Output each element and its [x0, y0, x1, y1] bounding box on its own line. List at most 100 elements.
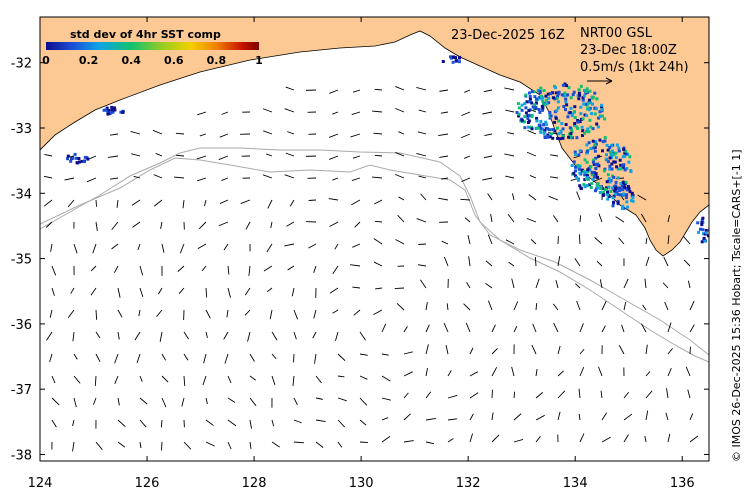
current-vector [176, 154, 185, 157]
current-vector [93, 397, 97, 405]
sst-pixel [621, 204, 625, 208]
sst-pixel [577, 88, 581, 92]
current-vector [642, 304, 647, 311]
current-vector [645, 390, 653, 399]
current-vector [247, 331, 251, 342]
current-vector [549, 176, 559, 179]
sst-pixel [556, 136, 560, 140]
sst-pixel [623, 151, 627, 155]
current-vector [161, 397, 167, 408]
sst-pixel [579, 187, 583, 190]
sst-pixel [609, 153, 613, 157]
sst-pixel [555, 109, 559, 113]
current-vector [152, 129, 163, 135]
current-vector [381, 353, 389, 356]
current-vector [598, 213, 603, 223]
current-vector [526, 151, 537, 157]
sst-pixel [542, 89, 546, 93]
current-vector [70, 287, 75, 294]
current-vector [157, 287, 163, 295]
current-vector [334, 331, 339, 342]
sst-pixel [621, 163, 625, 167]
current-vector [329, 89, 339, 94]
current-vector [286, 221, 295, 227]
current-vector [159, 331, 163, 342]
current-vector [160, 221, 163, 229]
current-vector [508, 261, 515, 267]
sst-pixel [594, 187, 598, 191]
sst-pixel [583, 158, 587, 162]
sst-pixel [630, 191, 634, 195]
current-vector [469, 392, 479, 399]
sst-pixel [523, 126, 527, 130]
sst-pixel [587, 130, 591, 134]
current-vector [683, 259, 691, 267]
current-vector [463, 303, 471, 311]
sst-pixel [605, 180, 609, 184]
current-vector [418, 109, 427, 113]
sst-pixel [69, 159, 73, 163]
sst-pixel [535, 97, 539, 101]
current-vector [161, 441, 163, 451]
sst-date-label: 23-Dec-2025 16Z [451, 28, 565, 43]
sst-pixel [598, 191, 602, 194]
current-vector [372, 176, 383, 179]
current-vector [203, 353, 207, 364]
sst-pixel [567, 86, 571, 90]
current-vector [95, 331, 101, 339]
sst-pixel [626, 185, 630, 189]
sst-pixel [542, 123, 546, 127]
current-vector [601, 300, 607, 311]
sst-pixel [700, 223, 704, 227]
colorbar-tick-label: 0.4 [121, 54, 141, 67]
sst-pixel [561, 127, 565, 131]
sst-pixel [598, 138, 602, 142]
sst-pixel [113, 108, 117, 112]
current-vector [73, 375, 81, 384]
y-tick-label: -36 [11, 318, 32, 333]
sst-pixel [615, 143, 619, 147]
sst-pixel [570, 112, 574, 116]
current-vector [351, 111, 361, 115]
product-label: NRT00 GSL [580, 26, 653, 41]
current-vector [687, 280, 691, 289]
sst-pixel [119, 110, 123, 114]
sst-pixel [578, 164, 582, 168]
colorbar-tick-label: 0.6 [164, 54, 184, 67]
current-vector [178, 287, 185, 294]
sst-pixel [621, 188, 625, 192]
sst-pixel [572, 110, 576, 114]
sst-pixel [554, 91, 558, 95]
sst-pixel [578, 149, 582, 153]
sst-pixel [598, 110, 602, 114]
sst-pixel [102, 108, 106, 112]
sst-pixel [603, 117, 607, 121]
sst-pixel [614, 186, 618, 190]
sst-pixel [627, 187, 631, 190]
colorbar-tick-label: 0.8 [207, 54, 227, 67]
current-vector [528, 194, 537, 201]
sst-pixel [601, 149, 604, 153]
current-vector [505, 109, 515, 113]
current-vector [354, 221, 361, 228]
sst-pixel [608, 180, 612, 184]
current-vector [403, 351, 413, 355]
current-vector [72, 331, 75, 342]
current-vector [138, 309, 141, 317]
sst-pixel [539, 130, 543, 134]
current-vector [332, 111, 339, 115]
sst-pixel [587, 108, 591, 112]
current-vector [487, 234, 493, 245]
sst-pixel [570, 164, 574, 167]
current-vector [292, 375, 295, 386]
sst-pixel [520, 118, 524, 122]
sst-pixel [573, 150, 577, 154]
sst-pixel [570, 130, 574, 134]
sst-pixel [569, 96, 573, 100]
sst-pixel [545, 98, 549, 102]
current-vector [621, 324, 625, 333]
sst-pixel [538, 90, 542, 93]
sst-pixel [524, 111, 528, 115]
current-vector [667, 433, 671, 443]
sst-pixel [606, 160, 610, 164]
